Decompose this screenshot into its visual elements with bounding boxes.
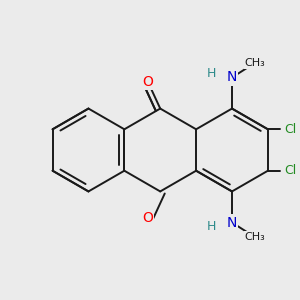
Text: O: O bbox=[142, 212, 153, 225]
Text: O: O bbox=[142, 75, 153, 88]
Text: H: H bbox=[207, 67, 216, 80]
Text: Cl: Cl bbox=[284, 123, 297, 136]
Text: CH₃: CH₃ bbox=[244, 232, 265, 242]
Text: Cl: Cl bbox=[284, 164, 297, 177]
Text: CH₃: CH₃ bbox=[244, 58, 265, 68]
Text: H: H bbox=[207, 220, 216, 233]
Text: N: N bbox=[227, 70, 237, 85]
Text: N: N bbox=[227, 215, 237, 230]
